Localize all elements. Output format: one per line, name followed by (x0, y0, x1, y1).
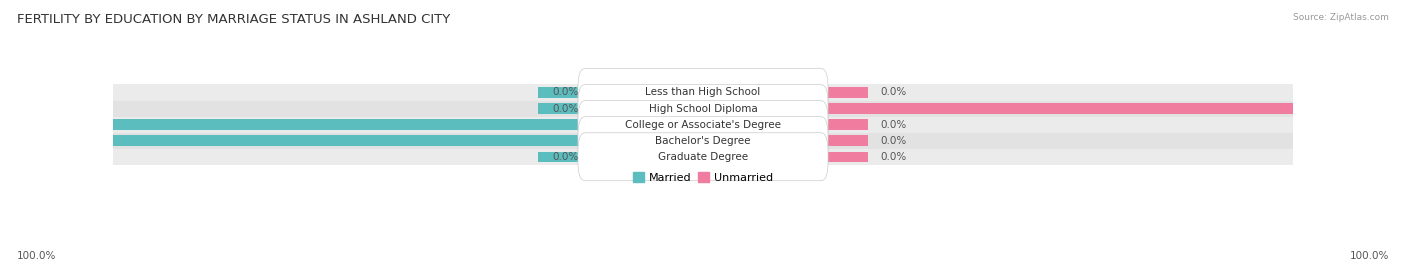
Bar (821, 136, 868, 146)
Text: 100.0%: 100.0% (7, 120, 51, 130)
Bar (538, 87, 585, 98)
Text: 100.0%: 100.0% (17, 251, 56, 261)
Bar (0, 136, 585, 146)
Bar (821, 87, 868, 98)
Bar (112, 149, 1294, 165)
Bar (112, 84, 1294, 101)
Bar (0, 119, 585, 130)
Text: Source: ZipAtlas.com: Source: ZipAtlas.com (1294, 13, 1389, 22)
Text: 0.0%: 0.0% (553, 104, 579, 114)
Bar (112, 101, 1294, 116)
Text: Bachelor's Degree: Bachelor's Degree (655, 136, 751, 146)
Bar (112, 116, 1294, 133)
FancyBboxPatch shape (578, 69, 828, 116)
Text: High School Diploma: High School Diploma (648, 104, 758, 114)
Text: 100.0%: 100.0% (1350, 251, 1389, 261)
Legend: Married, Unmarried: Married, Unmarried (628, 168, 778, 187)
Bar (112, 133, 1294, 149)
Text: 0.0%: 0.0% (553, 152, 579, 162)
Text: College or Associate's Degree: College or Associate's Degree (626, 120, 780, 130)
Bar (821, 103, 1406, 114)
Text: 0.0%: 0.0% (553, 87, 579, 97)
Text: Graduate Degree: Graduate Degree (658, 152, 748, 162)
Text: FERTILITY BY EDUCATION BY MARRIAGE STATUS IN ASHLAND CITY: FERTILITY BY EDUCATION BY MARRIAGE STATU… (17, 13, 450, 26)
Text: 0.0%: 0.0% (880, 120, 907, 130)
Text: 0.0%: 0.0% (880, 136, 907, 146)
Text: 100.0%: 100.0% (1355, 104, 1399, 114)
Text: Less than High School: Less than High School (645, 87, 761, 97)
Bar (821, 151, 868, 162)
Text: 0.0%: 0.0% (880, 152, 907, 162)
Text: 100.0%: 100.0% (7, 136, 51, 146)
FancyBboxPatch shape (578, 133, 828, 181)
Bar (538, 103, 585, 114)
FancyBboxPatch shape (578, 101, 828, 148)
FancyBboxPatch shape (578, 84, 828, 133)
FancyBboxPatch shape (578, 117, 828, 165)
Bar (821, 119, 868, 130)
Bar (538, 151, 585, 162)
Text: 0.0%: 0.0% (880, 87, 907, 97)
